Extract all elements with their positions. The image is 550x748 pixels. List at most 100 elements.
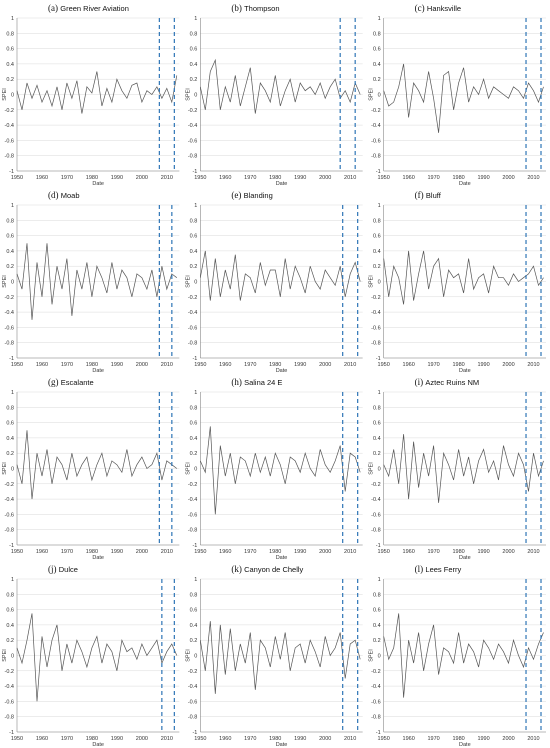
y-tick-label: 0.4 bbox=[6, 436, 14, 442]
x-tick-label: 1960 bbox=[219, 362, 231, 368]
y-tick-label: -0.2 bbox=[371, 669, 380, 675]
y-tick-label: -0.8 bbox=[371, 715, 380, 721]
x-tick-label: 1950 bbox=[194, 736, 206, 742]
y-tick-label: 0.6 bbox=[6, 234, 14, 240]
y-tick-label: 0 bbox=[11, 93, 14, 99]
y-tick-label: -0.4 bbox=[188, 123, 197, 129]
panel-letter: (b) bbox=[231, 3, 244, 13]
y-axis-label: SPEI bbox=[185, 462, 191, 475]
y-tick-label: 0.4 bbox=[6, 623, 14, 629]
x-tick-label: 1990 bbox=[477, 175, 489, 181]
y-tick-label: 1 bbox=[11, 203, 14, 209]
y-tick-label: -1 bbox=[376, 169, 381, 175]
panel-station-name: Aztec Ruins NM bbox=[425, 378, 479, 387]
spei-series-line bbox=[383, 434, 544, 503]
y-tick-label: -1 bbox=[192, 730, 197, 736]
y-tick-label: -1 bbox=[192, 169, 197, 175]
y-tick-label: 0.4 bbox=[190, 62, 198, 68]
y-tick-label: -0.8 bbox=[371, 528, 380, 534]
y-axis-label: SPEI bbox=[185, 88, 191, 101]
y-tick-label: 0 bbox=[194, 93, 197, 99]
x-tick-label: 1970 bbox=[244, 736, 256, 742]
spei-series-line bbox=[16, 71, 178, 114]
y-tick-label: -1 bbox=[376, 730, 381, 736]
y-tick-label: 0.2 bbox=[373, 264, 381, 270]
spei-series-line bbox=[383, 613, 544, 698]
y-tick-label: -0.2 bbox=[5, 482, 14, 488]
y-tick-label: 0.2 bbox=[373, 77, 381, 83]
y-tick-label: 1 bbox=[194, 577, 197, 583]
x-tick-label: 1990 bbox=[294, 362, 306, 368]
panel-letter: (h) bbox=[231, 377, 244, 387]
x-tick-label: 2000 bbox=[319, 549, 331, 555]
y-tick-label: -0.8 bbox=[188, 528, 197, 534]
y-tick-label: 1 bbox=[11, 390, 14, 396]
y-tick-label: 1 bbox=[378, 16, 381, 22]
y-axis-label: SPEI bbox=[185, 275, 191, 288]
y-axis-label: SPEI bbox=[2, 88, 8, 101]
panel-title: (i) Aztec Ruins NM bbox=[415, 377, 480, 387]
y-tick-label: 1 bbox=[378, 203, 381, 209]
spei-series-line bbox=[16, 430, 178, 500]
x-tick-label: 2010 bbox=[344, 736, 356, 742]
x-tick-label: 1990 bbox=[294, 175, 306, 181]
y-tick-label: 0.4 bbox=[373, 623, 381, 629]
x-tick-label: 1960 bbox=[36, 175, 48, 181]
y-tick-label: 0.6 bbox=[190, 234, 198, 240]
y-tick-label: 0.4 bbox=[373, 62, 381, 68]
x-tick-label: 1950 bbox=[11, 549, 23, 555]
x-axis-label: Date bbox=[459, 181, 471, 187]
x-tick-label: 1980 bbox=[86, 362, 98, 368]
x-axis-label: Date bbox=[276, 742, 288, 748]
panel-station-name: Green River Aviation bbox=[60, 4, 129, 13]
spei-series-line bbox=[199, 426, 361, 515]
y-tick-label: 0.2 bbox=[6, 638, 14, 644]
x-tick-label: 1990 bbox=[294, 549, 306, 555]
y-tick-label: 0.8 bbox=[190, 592, 198, 598]
y-tick-label: 0.4 bbox=[190, 623, 198, 629]
x-tick-label: 2010 bbox=[161, 362, 173, 368]
x-tick-label: 2000 bbox=[136, 175, 148, 181]
x-tick-label: 2010 bbox=[527, 362, 539, 368]
x-tick-label: 1990 bbox=[477, 549, 489, 555]
panel-station-name: Blanding bbox=[244, 191, 273, 200]
panel-letter: (a) bbox=[48, 3, 60, 13]
y-tick-label: -0.4 bbox=[371, 497, 380, 503]
y-tick-label: -0.4 bbox=[5, 310, 14, 316]
panel-title: (k) Canyon de Chelly bbox=[231, 564, 303, 574]
y-tick-label: -0.6 bbox=[188, 325, 197, 331]
y-axis-label: SPEI bbox=[2, 462, 8, 475]
spei-series-line bbox=[383, 250, 544, 305]
y-tick-label: 0.6 bbox=[373, 47, 381, 53]
x-tick-label: 1980 bbox=[452, 549, 464, 555]
y-tick-label: -0.4 bbox=[5, 123, 14, 129]
x-tick-label: 2000 bbox=[136, 362, 148, 368]
y-tick-label: -0.4 bbox=[371, 684, 380, 690]
y-tick-label: 0.6 bbox=[373, 421, 381, 427]
y-tick-label: -0.8 bbox=[5, 341, 14, 347]
x-axis-label: Date bbox=[459, 555, 471, 561]
x-tick-label: 2000 bbox=[502, 362, 514, 368]
y-tick-label: 0.6 bbox=[6, 421, 14, 427]
x-tick-label: 1970 bbox=[61, 736, 73, 742]
panel-title: (a) Green River Aviation bbox=[48, 3, 129, 13]
y-tick-label: 0.6 bbox=[6, 47, 14, 53]
x-axis-label: Date bbox=[92, 368, 104, 374]
panel-title: (d) Moab bbox=[48, 190, 80, 200]
y-tick-label: -0.8 bbox=[188, 154, 197, 160]
x-tick-label: 1970 bbox=[244, 175, 256, 181]
x-tick-label: 1950 bbox=[378, 736, 390, 742]
panel-title: (e) Blanding bbox=[231, 190, 272, 200]
y-tick-label: 0 bbox=[11, 467, 14, 473]
x-tick-label: 2000 bbox=[319, 175, 331, 181]
panel-station-name: Dulce bbox=[59, 565, 78, 574]
x-tick-label: 1960 bbox=[219, 175, 231, 181]
x-tick-label: 2010 bbox=[161, 549, 173, 555]
spei-series-line bbox=[199, 58, 361, 114]
y-tick-label: -0.6 bbox=[5, 138, 14, 144]
y-tick-label: 0.8 bbox=[373, 31, 381, 37]
y-axis-label: SPEI bbox=[369, 88, 375, 101]
